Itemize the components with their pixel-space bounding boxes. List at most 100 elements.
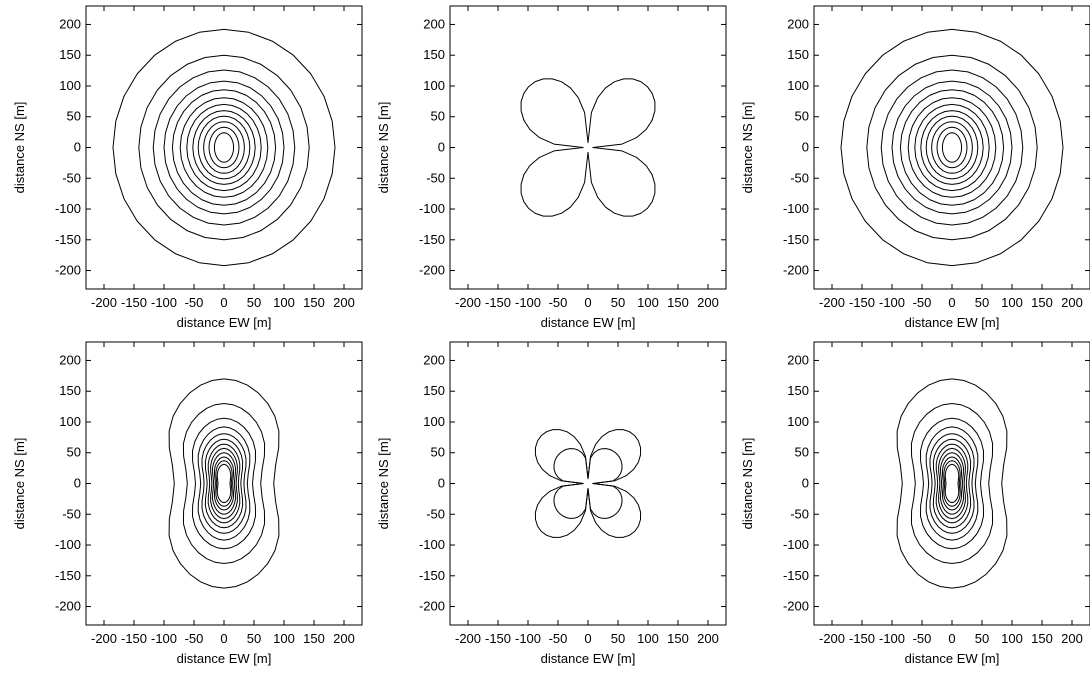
y-tick-label: 0 [438,476,445,491]
y-axis-label: distance NS [m] [376,438,391,530]
x-tick-label: 150 [303,631,325,646]
x-tick-label: 50 [975,631,989,646]
x-tick-label: -200 [455,631,481,646]
contour-line-8 [920,110,984,185]
contour-line-1 [112,28,336,267]
x-tick-label: -50 [549,295,568,310]
contour-line-1 [520,78,656,217]
contour-line-5 [929,433,975,534]
x-tick-label: -100 [879,295,905,310]
contour-line-3 [880,69,1024,226]
y-tick-label: 200 [423,352,445,367]
x-tick-label: 200 [333,631,355,646]
y-tick-label: 200 [787,16,809,31]
y-tick-label: 0 [438,140,445,155]
y-tick-label: -50 [426,170,445,185]
y-tick-label: -100 [783,537,809,552]
contour-line-6 [179,97,269,198]
x-tick-label: 0 [220,631,227,646]
subplot-2: -200 -150 -100 -50 0 50 100 150 200-200-150-100-… [376,5,727,330]
x-tick-label: 200 [697,295,719,310]
y-tick-label: -200 [55,263,81,278]
plot-frame [85,341,363,626]
x-tick-label: -150 [849,631,875,646]
x-tick-label: -100 [151,295,177,310]
contour-line-6 [204,438,244,529]
subplot-5: -200 -150 -100 -50 0 50 100 150 200-200-150-100-… [376,341,727,666]
contour-line-10 [203,121,245,174]
contour-line-3 [152,69,296,226]
contour-line-2 [138,54,310,241]
contour-line-2 [553,448,623,519]
x-tick-label: 200 [697,631,719,646]
x-tick-label: 100 [1001,295,1023,310]
plot-frame [813,5,1090,290]
x-tick-label: -150 [485,295,511,310]
x-tick-label: 200 [333,295,355,310]
y-tick-label: -100 [419,201,445,216]
x-tick-label: -50 [913,295,932,310]
x-tick-label: 200 [1061,631,1083,646]
x-tick-label: 0 [948,631,955,646]
x-tick-label: 50 [247,295,261,310]
y-tick-label: 0 [74,476,81,491]
y-tick-label: 200 [423,16,445,31]
x-tick-label: -200 [819,295,845,310]
contour-line-10 [214,456,234,511]
x-tick-label: 100 [1001,631,1023,646]
contour-line-5 [201,433,247,534]
x-axis-label: distance EW [m] [177,651,272,666]
y-tick-label: 150 [787,47,809,62]
y-tick-label: -150 [783,232,809,247]
y-tick-label: -200 [419,263,445,278]
y-tick-label: 100 [59,78,81,93]
plot-frame [85,5,363,290]
x-tick-label: -100 [879,631,905,646]
y-tick-label: -50 [790,170,809,185]
contour-line-12 [213,132,235,163]
y-axis-label: distance NS [m] [740,438,755,530]
y-tick-label: 0 [802,476,809,491]
contour-line-4 [891,80,1013,215]
contour-line-12 [941,132,963,163]
contour-line-1 [534,429,642,538]
subplot-4: -200 -150 -100 -50 0 50 100 150 200-200-150-100-… [12,341,363,666]
plot-frame [449,341,727,626]
x-tick-label: -50 [185,631,204,646]
x-tick-label: -100 [151,631,177,646]
subplot-3: -200 -150 -100 -50 0 50 100 150 200-200-150-100-… [740,5,1090,330]
y-tick-label: 100 [423,414,445,429]
contour-line-3 [920,417,984,550]
x-tick-label: 50 [611,631,625,646]
contour-line-12 [944,463,960,504]
y-axis-label: distance NS [m] [740,102,755,194]
contour-line-7 [935,443,969,524]
contour-line-1 [840,28,1064,267]
x-axis-label: distance EW [m] [177,315,272,330]
contour-line-9 [940,452,964,515]
y-tick-label: 50 [795,445,809,460]
y-tick-label: -200 [419,599,445,614]
contour-line-10 [942,456,962,511]
x-tick-label: -200 [91,295,117,310]
y-tick-label: -50 [790,506,809,521]
contour-line-1 [168,378,280,589]
x-tick-label: -150 [121,295,147,310]
contour-line-8 [938,447,966,520]
x-tick-label: -50 [185,295,204,310]
y-tick-label: 100 [787,414,809,429]
contour-line-9 [212,452,236,515]
x-tick-label: 50 [611,295,625,310]
x-tick-label: -200 [91,631,117,646]
y-tick-label: 50 [795,109,809,124]
y-tick-label: -50 [62,506,81,521]
x-tick-label: 150 [667,631,689,646]
y-tick-label: -100 [55,537,81,552]
y-tick-label: 0 [802,140,809,155]
contour-line-2 [910,403,994,564]
contour-line-9 [197,115,251,180]
x-tick-label: -150 [485,631,511,646]
x-tick-label: 100 [637,631,659,646]
contour-line-9 [925,115,979,180]
contour-line-11 [208,126,240,169]
